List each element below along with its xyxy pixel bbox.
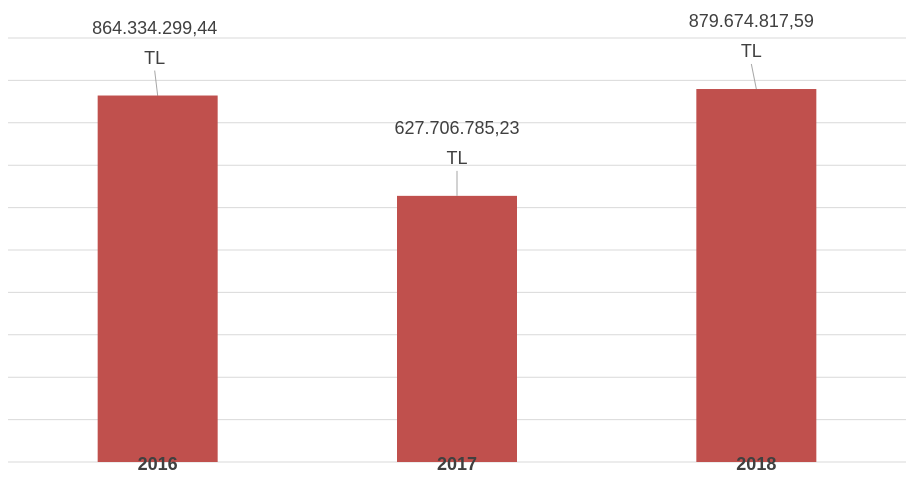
x-tick-label: 2018 <box>736 454 776 474</box>
data-label: 627.706.785,23 TL <box>394 117 520 168</box>
bar <box>97 95 218 463</box>
leader-line <box>154 70 159 96</box>
leader-line <box>750 63 757 90</box>
x-tick-label: 2016 <box>138 454 178 474</box>
data-label: 864.334.299,44 TL <box>92 17 218 68</box>
data-label: 879.674.817,59 TL <box>688 11 814 62</box>
bar <box>397 195 517 462</box>
x-tick-label: 2017 <box>437 454 477 474</box>
bar <box>696 89 817 462</box>
